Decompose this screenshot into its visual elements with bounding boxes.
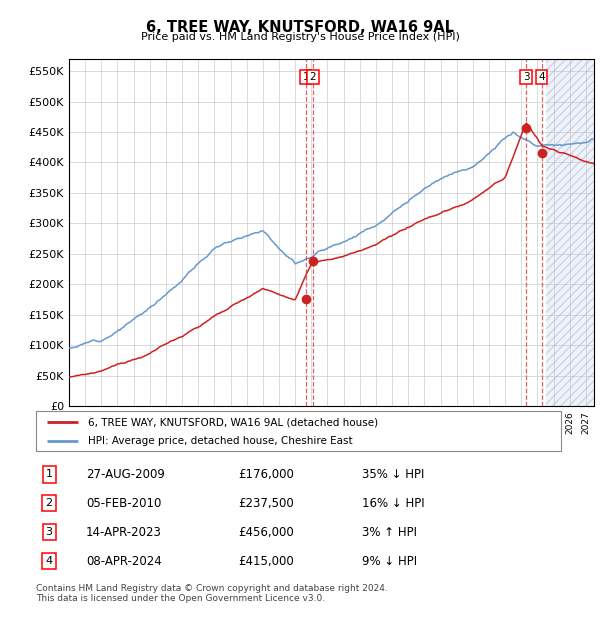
Text: 3: 3	[523, 72, 529, 82]
Text: 9% ↓ HPI: 9% ↓ HPI	[361, 554, 416, 567]
Text: £237,500: £237,500	[238, 497, 294, 510]
Text: 27-AUG-2009: 27-AUG-2009	[86, 468, 165, 481]
Text: 1: 1	[46, 469, 53, 479]
Text: 08-APR-2024: 08-APR-2024	[86, 554, 161, 567]
Text: £415,000: £415,000	[238, 554, 294, 567]
Text: 16% ↓ HPI: 16% ↓ HPI	[361, 497, 424, 510]
Text: 3% ↑ HPI: 3% ↑ HPI	[361, 526, 416, 539]
Text: 2: 2	[310, 72, 316, 82]
Text: HPI: Average price, detached house, Cheshire East: HPI: Average price, detached house, Ches…	[89, 436, 353, 446]
Text: 3: 3	[46, 527, 53, 537]
Text: 35% ↓ HPI: 35% ↓ HPI	[361, 468, 424, 481]
Text: 6, TREE WAY, KNUTSFORD, WA16 9AL (detached house): 6, TREE WAY, KNUTSFORD, WA16 9AL (detach…	[89, 417, 379, 427]
Text: Contains HM Land Registry data © Crown copyright and database right 2024.
This d: Contains HM Land Registry data © Crown c…	[36, 584, 388, 603]
Text: Price paid vs. HM Land Registry's House Price Index (HPI): Price paid vs. HM Land Registry's House …	[140, 32, 460, 42]
Text: 05-FEB-2010: 05-FEB-2010	[86, 497, 161, 510]
Text: 4: 4	[539, 72, 545, 82]
Text: 4: 4	[46, 556, 53, 566]
FancyBboxPatch shape	[36, 411, 561, 451]
Text: 6, TREE WAY, KNUTSFORD, WA16 9AL: 6, TREE WAY, KNUTSFORD, WA16 9AL	[146, 20, 454, 35]
Text: 14-APR-2023: 14-APR-2023	[86, 526, 162, 539]
Text: £456,000: £456,000	[238, 526, 294, 539]
Text: 1: 1	[302, 72, 309, 82]
Text: £176,000: £176,000	[238, 468, 294, 481]
Text: 2: 2	[46, 498, 53, 508]
